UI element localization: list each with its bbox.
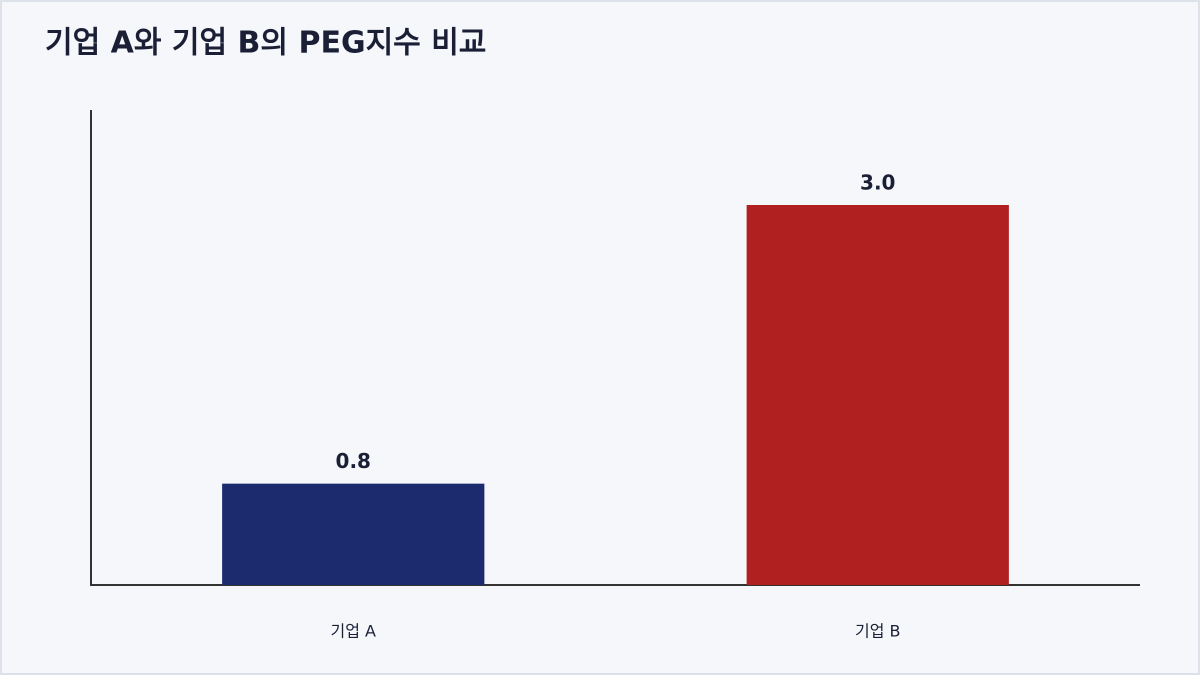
- chart-title: 기업 A와 기업 B의 PEG지수 비교: [45, 26, 486, 61]
- value-label: 0.8: [336, 449, 371, 473]
- bar: [222, 483, 485, 585]
- bar: [746, 205, 1009, 585]
- x-tick-label: 기업 A: [331, 622, 377, 641]
- value-label: 3.0: [860, 171, 895, 195]
- x-tick-label: 기업 B: [855, 622, 901, 641]
